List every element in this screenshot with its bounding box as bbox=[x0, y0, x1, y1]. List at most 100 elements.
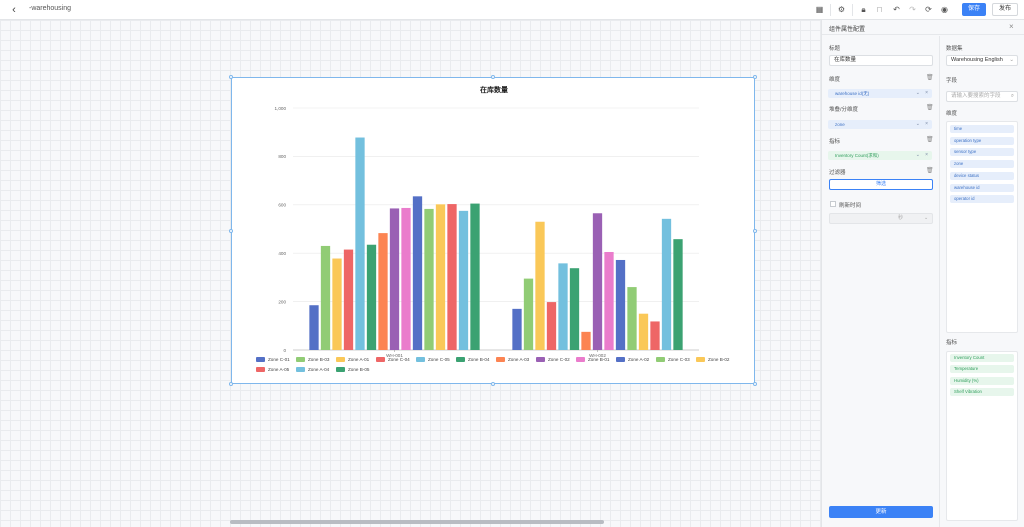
stack-chip[interactable]: zone ⌄ × bbox=[828, 120, 932, 129]
dimension-field[interactable]: time bbox=[950, 125, 1014, 133]
y-tick-label: 1,000 bbox=[275, 106, 287, 111]
bar bbox=[615, 259, 626, 350]
resize-handle-top-right[interactable] bbox=[753, 75, 757, 79]
legend-label: Zone C-05 bbox=[428, 357, 450, 362]
dimension-chip[interactable]: warehouse id(无) ⌄ × bbox=[828, 89, 932, 98]
undo-icon[interactable]: ↶ bbox=[893, 5, 900, 14]
close-icon[interactable]: × bbox=[1009, 22, 1014, 31]
resize-handle-left[interactable] bbox=[229, 229, 233, 233]
dimension-label: 维度 bbox=[829, 77, 841, 83]
legend-label: Zone C-01 bbox=[268, 357, 290, 362]
chevron-down-icon[interactable]: ⌄ bbox=[915, 90, 920, 96]
top-toolbar: ‹ -warehousing ▦ ⚙ 🔒︎ ⊓ ↶ ↷ ⟳ ◉ 保存 发布 bbox=[0, 0, 1024, 20]
dimensions-label: 维度 bbox=[946, 111, 958, 117]
panel-header: 组件属性配置 × bbox=[822, 20, 1024, 35]
stack-chip-label: zone bbox=[835, 122, 845, 127]
bar bbox=[523, 278, 534, 350]
resize-handle-bottom[interactable] bbox=[491, 382, 495, 386]
resize-handle-bottom-left[interactable] bbox=[229, 382, 233, 386]
filter-button[interactable]: 筛选 bbox=[829, 179, 933, 190]
bar bbox=[332, 258, 342, 350]
legend-label: Zone B-03 bbox=[308, 357, 330, 362]
legend-label: Zone B-04 bbox=[468, 357, 490, 362]
legend-label: Zone A-03 bbox=[508, 357, 530, 362]
chart-widget[interactable]: 在库数量 0 200 400 600 800 1,000 WH-001 WH-002 Zone C… bbox=[231, 77, 755, 384]
bar bbox=[592, 213, 603, 350]
refresh-interval-select[interactable]: 秒 ⌄ bbox=[829, 213, 933, 224]
lock-icon[interactable]: 🔒︎ bbox=[861, 5, 866, 14]
dimension-field[interactable]: zone bbox=[950, 160, 1014, 168]
legend-swatch bbox=[456, 357, 465, 362]
legend-label: Zone C-03 bbox=[668, 357, 690, 362]
legend-swatch bbox=[616, 357, 625, 362]
dimension-fields-list: time operation type sensor type zone dev… bbox=[946, 121, 1018, 333]
redo-icon[interactable]: ↷ bbox=[909, 5, 916, 14]
y-tick-label: 600 bbox=[278, 203, 286, 208]
toolbar-divider bbox=[852, 4, 853, 16]
dimension-trash-icon[interactable]: 🗑︎ bbox=[926, 75, 934, 81]
legend-swatch bbox=[576, 357, 585, 362]
title-input[interactable]: 在库数量 bbox=[829, 55, 933, 66]
resize-handle-top-left[interactable] bbox=[229, 75, 233, 79]
legend-swatch bbox=[696, 357, 705, 362]
metric-field[interactable]: Temperature bbox=[950, 365, 1014, 373]
back-arrow-icon[interactable]: ‹ bbox=[12, 4, 16, 16]
metric-chip[interactable]: Inventory Count(求和) ⌄ × bbox=[828, 151, 932, 160]
unlock-icon[interactable]: ⊓ bbox=[876, 5, 883, 14]
dataset-label: 数据集 bbox=[946, 46, 963, 52]
bar bbox=[355, 137, 365, 350]
bar bbox=[535, 221, 545, 350]
layout-grid-icon[interactable]: ▦ bbox=[815, 5, 824, 14]
settings-gear-icon[interactable]: ⚙ bbox=[837, 5, 846, 14]
metric-fields-list: Inventory Count Temperature Humidity (%)… bbox=[946, 351, 1018, 521]
remove-icon[interactable]: × bbox=[925, 121, 928, 127]
fields-search-input[interactable]: 请输入要搜索的字段 ⌕ bbox=[946, 91, 1018, 102]
remove-icon[interactable]: × bbox=[925, 152, 928, 158]
dimension-field[interactable]: sensor type bbox=[950, 148, 1014, 156]
refresh-unit: 秒 bbox=[898, 215, 904, 221]
chevron-down-icon[interactable]: ⌄ bbox=[915, 121, 920, 127]
refresh-checkbox[interactable] bbox=[830, 201, 836, 207]
y-tick-label: 400 bbox=[278, 251, 286, 256]
stack-trash-icon[interactable]: 🗑︎ bbox=[926, 105, 934, 111]
legend-swatch bbox=[336, 367, 345, 372]
metric-field[interactable]: Inventory Count bbox=[950, 354, 1014, 362]
resize-handle-right[interactable] bbox=[753, 229, 757, 233]
config-panel: 组件属性配置 × 标题 在库数量 维度 🗑︎ warehouse id(无) ⌄… bbox=[821, 20, 1024, 527]
app-title: -warehousing bbox=[29, 5, 72, 12]
chevron-down-icon[interactable]: ⌄ bbox=[915, 152, 920, 158]
filter-trash-icon[interactable]: 🗑︎ bbox=[926, 168, 934, 174]
legend-swatch bbox=[336, 357, 345, 362]
save-button[interactable]: 保存 bbox=[962, 3, 986, 16]
bar bbox=[458, 210, 469, 350]
title-label: 标题 bbox=[829, 46, 841, 52]
bar bbox=[569, 268, 580, 350]
dataset-select[interactable]: Warehousing English ⌄ bbox=[946, 55, 1018, 66]
bar bbox=[546, 302, 557, 350]
update-button[interactable]: 更新 bbox=[829, 506, 933, 518]
bar bbox=[604, 251, 614, 350]
fields-label: 字段 bbox=[946, 78, 958, 84]
dimension-field[interactable]: device status bbox=[950, 172, 1014, 180]
chevron-down-icon: ⌄ bbox=[924, 215, 929, 221]
dimension-field[interactable]: operation type bbox=[950, 137, 1014, 145]
horizontal-scrollbar[interactable] bbox=[230, 520, 604, 524]
publish-button[interactable]: 发布 bbox=[992, 3, 1018, 16]
preview-eye-icon[interactable]: ◉ bbox=[941, 5, 948, 14]
resize-handle-top[interactable] bbox=[491, 75, 495, 79]
metric-trash-icon[interactable]: 🗑︎ bbox=[926, 137, 934, 143]
legend-label: Zone B-05 bbox=[348, 367, 370, 372]
remove-icon[interactable]: × bbox=[925, 90, 928, 96]
refresh-icon[interactable]: ⟳ bbox=[925, 5, 932, 14]
legend-swatch bbox=[656, 357, 665, 362]
dimension-field[interactable]: operator id bbox=[950, 195, 1014, 203]
metric-field[interactable]: Shelf Vibration bbox=[950, 388, 1014, 396]
dimension-field[interactable]: warehouse id bbox=[950, 184, 1014, 192]
legend-label: Zone A-04 bbox=[308, 367, 330, 372]
resize-handle-bottom-right[interactable] bbox=[753, 382, 757, 386]
bar bbox=[378, 233, 388, 350]
metric-field[interactable]: Humidity (%) bbox=[950, 377, 1014, 385]
legend-label: Zone C-04 bbox=[388, 357, 410, 362]
x-category-label: WH-001 bbox=[386, 353, 403, 358]
y-tick-label: 800 bbox=[278, 154, 286, 159]
